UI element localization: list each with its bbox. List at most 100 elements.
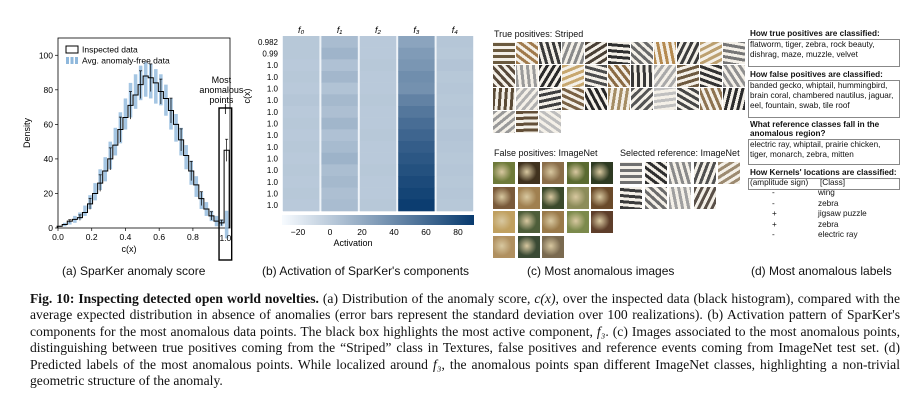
heatmap-cell	[436, 164, 473, 177]
kernel-class: wing	[818, 188, 835, 197]
heatmap-cell	[359, 187, 397, 200]
heatmap-cell	[436, 36, 473, 48]
heatmap-cell	[283, 94, 320, 107]
heatmap-cell	[321, 59, 358, 72]
heatmap-cell	[398, 152, 435, 165]
heatmap-cell	[398, 82, 435, 95]
heatmap-cell	[398, 187, 435, 200]
heatmap-cell	[283, 59, 320, 72]
tp-classified-box	[748, 39, 900, 67]
figure-caption: Fig. 10: Inspecting detected open world …	[30, 291, 900, 389]
caption-part-a1: (a) Distribution of the anomaly score,	[322, 291, 531, 306]
ref-errorbar	[224, 210, 229, 239]
heatmap-column-label: f₃	[413, 25, 420, 35]
false-positives-grid	[493, 162, 618, 258]
tp-classified-text: flatworm, tiger, zebra, rock beauty, dis…	[750, 40, 875, 59]
heatmap-cell	[436, 176, 473, 188]
heatmap-cell	[321, 152, 358, 165]
thumbnail-image	[718, 162, 740, 184]
thumbnail-image	[516, 88, 538, 110]
thumbnail-image	[566, 186, 589, 209]
heatmap-cell	[321, 129, 358, 142]
colorbar-tick-label: 20	[357, 227, 367, 237]
heatmap-cell	[359, 36, 397, 48]
panel-c-sublabel: (c) Most anomalous images	[527, 264, 675, 278]
thumbnail-image	[723, 65, 745, 87]
ref-errorbar	[164, 84, 168, 116]
ref-errorbar	[113, 127, 118, 156]
thumbnail-image	[693, 186, 716, 209]
thumbnail-image	[591, 186, 613, 209]
thumbnail-image	[644, 162, 667, 184]
thumbnail-image	[516, 65, 538, 87]
caption-part-a2: , over the inspected data (black histogr…	[30, 291, 901, 323]
thumbnail-image	[493, 111, 515, 133]
kernels-col-sign: (amplitude sign)	[750, 178, 809, 187]
thumbnail-image	[493, 235, 515, 258]
thumbnail-image	[677, 88, 699, 110]
x-axis-label: c(x)	[122, 244, 137, 254]
heatmap-cell	[321, 199, 358, 212]
y-tick-label: 100	[39, 50, 53, 60]
thumbnail-image	[608, 88, 630, 110]
heatmap-cell	[283, 47, 320, 60]
thumbnail-image	[677, 65, 699, 87]
heatmap-cell	[359, 199, 397, 212]
heatmap-cell	[436, 82, 473, 95]
heatmap-cell	[398, 36, 435, 48]
heatmap-row-label: 1.0	[267, 96, 279, 105]
thumbnail-image	[585, 88, 607, 110]
heatmap-cell	[398, 199, 435, 212]
true-positives-title: True positives: Striped	[494, 29, 584, 39]
heatmap-cell	[283, 117, 320, 130]
thumbnail-image	[700, 42, 722, 64]
kernel-sign: +	[772, 209, 777, 218]
thumbnail-image	[542, 235, 564, 258]
heatmap-column-label: f₂	[375, 25, 382, 35]
caption-part-b: (b) Activation pattern of SparKer's comp…	[30, 307, 900, 339]
kernel-class: zebra	[818, 219, 839, 229]
heatmap-cell	[436, 187, 473, 200]
heatmap-cell	[398, 117, 435, 130]
thumbnail-image	[539, 65, 561, 87]
heatmap-cell	[436, 47, 473, 60]
heatmap-row-label: 1.0	[267, 108, 279, 117]
ref-errorbar	[194, 176, 199, 197]
thumbnail-image	[654, 88, 676, 110]
thumbnail-image	[620, 186, 642, 209]
thumbnail-image	[493, 88, 515, 110]
thumbnail-image	[591, 162, 613, 184]
thumbnail-image	[723, 42, 745, 64]
activation-heatmap: f₀ f₁ f₂ f₃ f₄ 0.982 0.99 1.0 1.0 1.0 1.0 1.0 1.0 1.0…	[242, 25, 474, 248]
kernel-sign: +	[772, 219, 777, 229]
heatmap-cell	[436, 59, 473, 72]
x-tick-label: 0.0	[52, 232, 64, 242]
annotation-text: Most	[212, 75, 232, 85]
thumbnail-image	[542, 162, 564, 184]
panel-a: 0 20 40 60 80 100 0.0 0.2 0.4 0.6 0.8 c(x) Density In…	[20, 30, 245, 265]
heatmap-cell	[321, 94, 358, 107]
heatmap-cell	[321, 36, 358, 48]
caption-f3-b: f₃	[432, 356, 442, 372]
thumbnail-image	[608, 65, 630, 87]
thumbnail-image	[493, 42, 515, 64]
fp-classified-box	[748, 80, 900, 118]
heatmap-cell	[321, 176, 358, 188]
heatmap-row-label: 0.99	[262, 50, 278, 59]
heatmap-cell	[359, 94, 397, 107]
ref-region-head-1: What reference classes fall in the	[750, 120, 880, 129]
colorbar-tick-label: 40	[389, 227, 399, 237]
panel-b: f₀ f₁ f₂ f₃ f₄ 0.982 0.99 1.0 1.0 1.0 1.0 1.0 1.0 1.0…	[240, 22, 490, 262]
thumbnail-image	[669, 186, 691, 209]
heatmap-row-label: 1.0	[267, 190, 279, 199]
heatmap-cell	[359, 106, 397, 118]
y-axis-label: Density	[22, 117, 32, 148]
thumbnail-image	[493, 162, 515, 184]
y-tick-label: 80	[44, 85, 54, 95]
ref-errorbar	[123, 98, 128, 130]
y-tick-label: 0	[48, 223, 53, 233]
ref-errorbar	[68, 221, 72, 225]
thumbnail-image	[620, 162, 642, 184]
heatmap-cell	[436, 199, 473, 212]
heatmap-cell	[321, 164, 358, 177]
